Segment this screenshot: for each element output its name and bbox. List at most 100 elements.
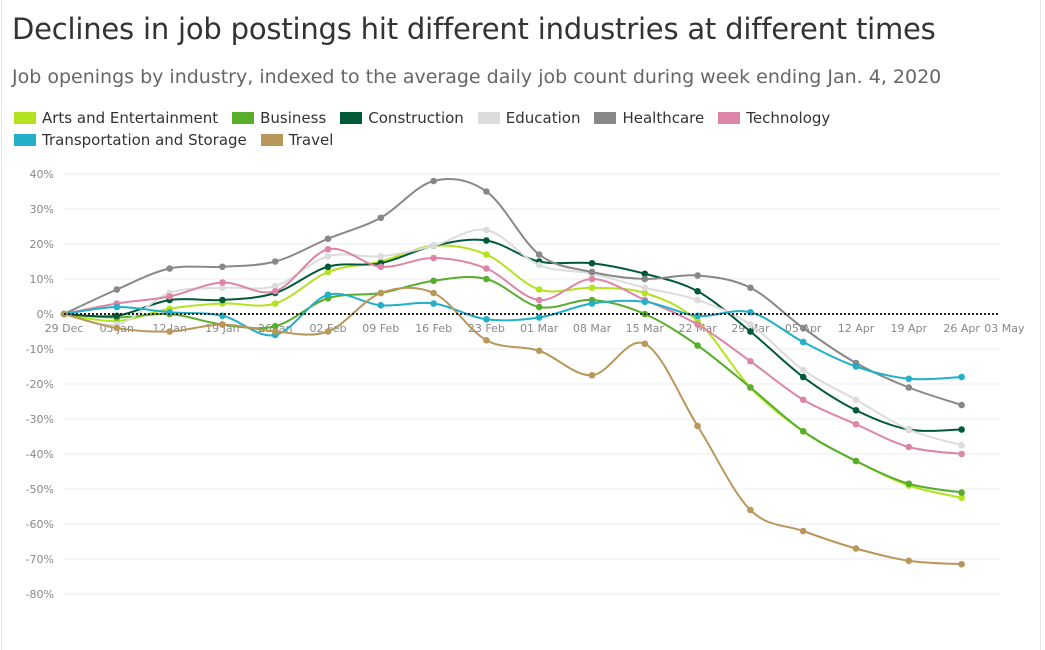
legend-item[interactable]: Healthcare [594,109,704,127]
data-point [852,545,860,552]
legend-swatch [340,112,363,124]
legend-item[interactable]: Business [232,109,326,127]
y-tick-label: -70% [26,553,54,566]
data-point [799,338,807,346]
data-point [958,489,965,496]
series-line-transportation-and-storage [63,292,962,381]
legend-label: Healthcare [622,109,705,127]
chart-subtitle: Job openings by industry, indexed to the… [12,66,942,88]
data-point [641,284,649,292]
data-point [535,261,543,269]
data-point [588,268,596,276]
x-tick-label: 29 Dec [45,322,84,335]
data-point [271,300,279,307]
legend-label: Business [260,109,327,127]
legend-item[interactable]: Arts and Entertainment [14,109,218,127]
data-point [905,443,913,451]
data-point [799,366,807,374]
data-point [219,263,226,271]
data-point [694,321,701,328]
data-point [113,286,121,293]
legend-swatch [594,112,617,124]
data-point [430,254,437,262]
data-point [219,296,226,304]
legend-item[interactable]: Travel [260,131,333,149]
data-point [166,308,173,316]
data-point [430,177,437,185]
legend-swatch [14,134,36,146]
data-point [271,322,279,330]
x-tick-label: 03 May [984,322,1025,335]
legend-item[interactable]: Transportation and Storage [14,131,247,149]
data-point [799,427,807,435]
legend-item[interactable]: Education [477,109,581,127]
legend-item[interactable]: Construction [340,109,464,127]
x-tick-label: 26 Apr [943,322,980,335]
data-point [588,284,596,292]
data-point [799,396,807,404]
data-point [641,298,649,306]
legend-label: Technology [746,109,831,127]
series-line-travel [63,286,962,566]
data-point [324,263,332,271]
data-point [747,357,754,365]
data-point [641,270,649,278]
data-point [747,328,754,335]
data-point [377,289,385,297]
data-point [483,315,490,323]
x-tick-label: 23 Feb [468,322,505,335]
legend-swatch [232,112,255,124]
chart-title: Declines in job postings hit different i… [12,12,936,46]
series-line-healthcare [63,178,962,406]
data-point [271,258,279,265]
data-point [535,296,543,304]
x-tick-label: 08 Mar [573,322,612,335]
data-point [958,560,965,568]
data-point [905,557,913,565]
data-point [694,296,701,304]
data-point [483,237,490,244]
data-point [166,265,173,272]
data-point [377,252,385,260]
x-tick-label: 15 Mar [626,322,665,335]
data-point [219,321,226,328]
x-tick-label: 12 Apr [838,322,875,335]
data-point [324,268,332,276]
data-point [958,426,965,433]
data-point [271,287,279,295]
legend-label: Transportation and Storage [42,131,247,149]
data-point [219,279,226,286]
legend-swatch [718,112,741,124]
data-point [905,384,913,391]
data-point [535,347,543,355]
data-point [324,291,332,299]
data-point [588,259,596,267]
y-tick-label: -40% [26,448,54,461]
legend-item[interactable]: Technology [718,109,830,127]
legend-label: Education [505,109,581,127]
y-tick-label: -30% [26,413,54,426]
data-point [799,373,807,381]
data-point [747,506,754,514]
data-point [641,275,649,283]
x-tick-label: 01 Mar [520,322,559,335]
series-line-education [63,228,962,447]
legend-label: Construction [368,109,464,127]
data-point [852,396,860,404]
data-point [271,328,279,335]
y-tick-label: -50% [26,483,54,496]
data-point [324,235,332,243]
data-point [958,450,965,458]
data-point [958,401,965,409]
y-tick-label: -10% [26,343,54,356]
data-point [799,527,807,535]
data-point [166,293,173,300]
data-point [694,312,701,320]
data-point [747,321,754,328]
legend: Arts and Entertainment Business Constructi… [14,107,914,151]
y-tick-label: 40% [30,168,54,181]
data-point [694,422,701,430]
data-point [483,265,490,272]
y-tick-label: -60% [26,518,54,531]
